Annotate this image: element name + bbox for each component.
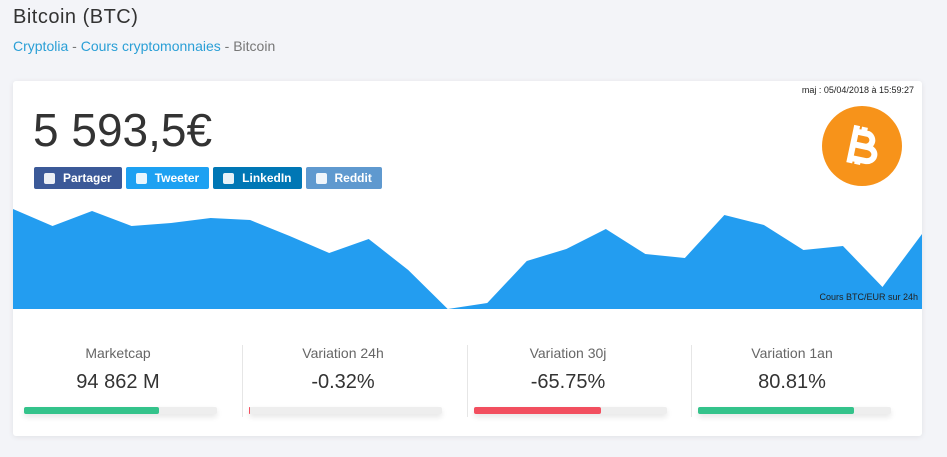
share-icon	[315, 172, 327, 184]
stat-bar	[249, 407, 251, 414]
stat-value: 80.81%	[758, 371, 826, 393]
separator	[467, 345, 468, 417]
share-button[interactable]: Partager	[34, 167, 122, 189]
separator	[242, 345, 243, 417]
breadcrumb: Cryptolia - Cours cryptomonnaies - Bitco…	[13, 38, 275, 54]
share-button[interactable]: Tweeter	[125, 167, 210, 189]
stat-value: -65.75%	[530, 371, 606, 393]
stat-track	[249, 407, 442, 414]
separator	[691, 345, 692, 417]
stat-track	[698, 407, 891, 414]
stat: Variation 30j -65.75%	[463, 345, 673, 414]
card: maj : 05/04/2018 à 15:59:27 5 593,5€ Par…	[13, 81, 922, 436]
stat-bar	[474, 407, 601, 414]
page-title: Bitcoin (BTC)	[13, 6, 139, 28]
share-icon	[44, 172, 55, 184]
crumb-current: Bitcoin	[233, 38, 276, 54]
stat-label: Variation 1an	[751, 345, 833, 361]
share-label: Partager	[63, 171, 112, 185]
stat-value: -0.32%	[311, 371, 375, 393]
crumb-link[interactable]: Cours cryptomonnaies	[80, 38, 221, 54]
crumb-sep: -	[72, 38, 77, 54]
share-button[interactable]: LinkedIn	[213, 167, 302, 189]
stat-track	[474, 407, 667, 414]
stat-value: 94 862 M	[76, 371, 160, 393]
share-icon	[135, 172, 147, 184]
stat-bar	[698, 407, 854, 414]
share-buttons: Partager Tweeter LinkedIn Reddit	[34, 167, 382, 189]
stat: Marketcap 94 862 M	[13, 345, 223, 414]
stat: Variation 24h -0.32%	[238, 345, 448, 414]
crumb-sep: -	[224, 38, 230, 54]
stat-label: Marketcap	[85, 345, 151, 361]
stat-track	[24, 407, 217, 414]
share-label: Tweeter	[154, 171, 200, 185]
share-label: LinkedIn	[242, 171, 292, 185]
share-button[interactable]: Reddit	[305, 167, 382, 189]
price: 5 593,5€	[33, 104, 213, 156]
crumb-link[interactable]: Cryptolia	[13, 38, 69, 54]
stat-bar	[24, 407, 160, 414]
updated: maj : 05/04/2018 à 15:59:27	[801, 85, 914, 95]
price-chart	[13, 209, 922, 309]
stat: Variation 1an 80.81%	[687, 345, 897, 414]
share-label: Reddit	[334, 171, 372, 185]
chart-caption: Cours BTC/EUR sur 24h	[819, 292, 918, 302]
price-area	[13, 209, 922, 309]
stat-label: Variation 24h	[302, 345, 384, 361]
bitcoin-logo	[822, 106, 902, 186]
stat-label: Variation 30j	[529, 345, 607, 361]
share-icon	[223, 172, 235, 184]
